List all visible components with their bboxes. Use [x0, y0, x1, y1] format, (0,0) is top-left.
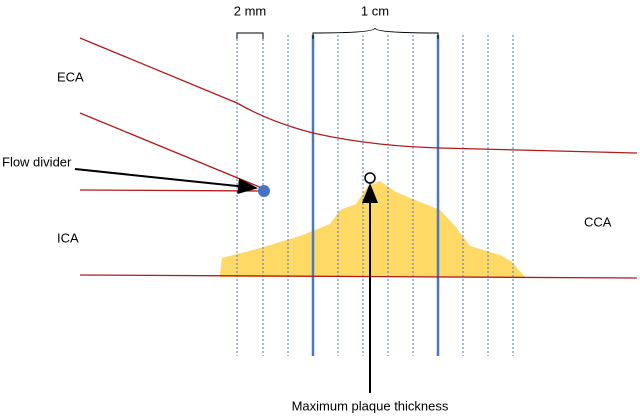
max-plaque-marker: [364, 172, 376, 184]
label: ECA: [57, 69, 84, 84]
plaque: [220, 181, 525, 277]
scale-bracket: [236, 32, 264, 39]
scale-label: 2 mm: [234, 3, 267, 18]
vessel-wall: [79, 274, 638, 279]
flow-divider-marker: [258, 185, 270, 197]
vessel-wall: [79, 189, 263, 192]
label: CCA: [584, 214, 612, 229]
arrow: [74, 168, 258, 195]
scale-label: 1 cm: [361, 3, 389, 18]
vessel-wall: [79, 37, 638, 154]
label: Flow divider: [2, 154, 72, 169]
label: Maximum plaque thickness: [292, 398, 449, 413]
scale-bracket: [312, 27, 439, 39]
label: ICA: [57, 230, 79, 245]
vessel-wall: [79, 112, 263, 189]
